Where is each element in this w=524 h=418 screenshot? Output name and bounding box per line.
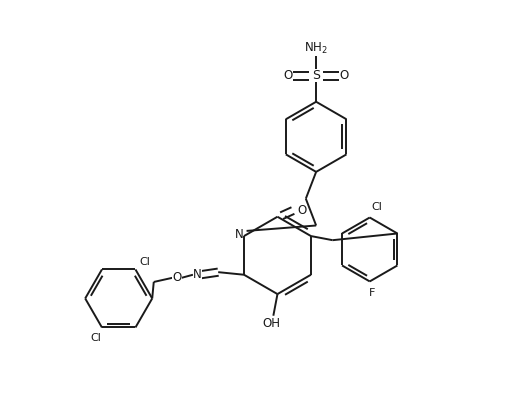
- Text: Cl: Cl: [372, 202, 382, 212]
- Text: N: N: [234, 227, 243, 240]
- Text: O: O: [283, 69, 292, 82]
- Text: O: O: [298, 204, 307, 217]
- Text: S: S: [312, 69, 320, 82]
- Text: O: O: [340, 69, 349, 82]
- Text: Cl: Cl: [90, 333, 101, 343]
- Text: NH$_2$: NH$_2$: [304, 41, 328, 56]
- Text: F: F: [369, 288, 376, 298]
- Text: OH: OH: [263, 317, 280, 331]
- Text: Cl: Cl: [139, 257, 150, 267]
- Text: O: O: [172, 271, 182, 284]
- Text: N: N: [193, 268, 202, 281]
